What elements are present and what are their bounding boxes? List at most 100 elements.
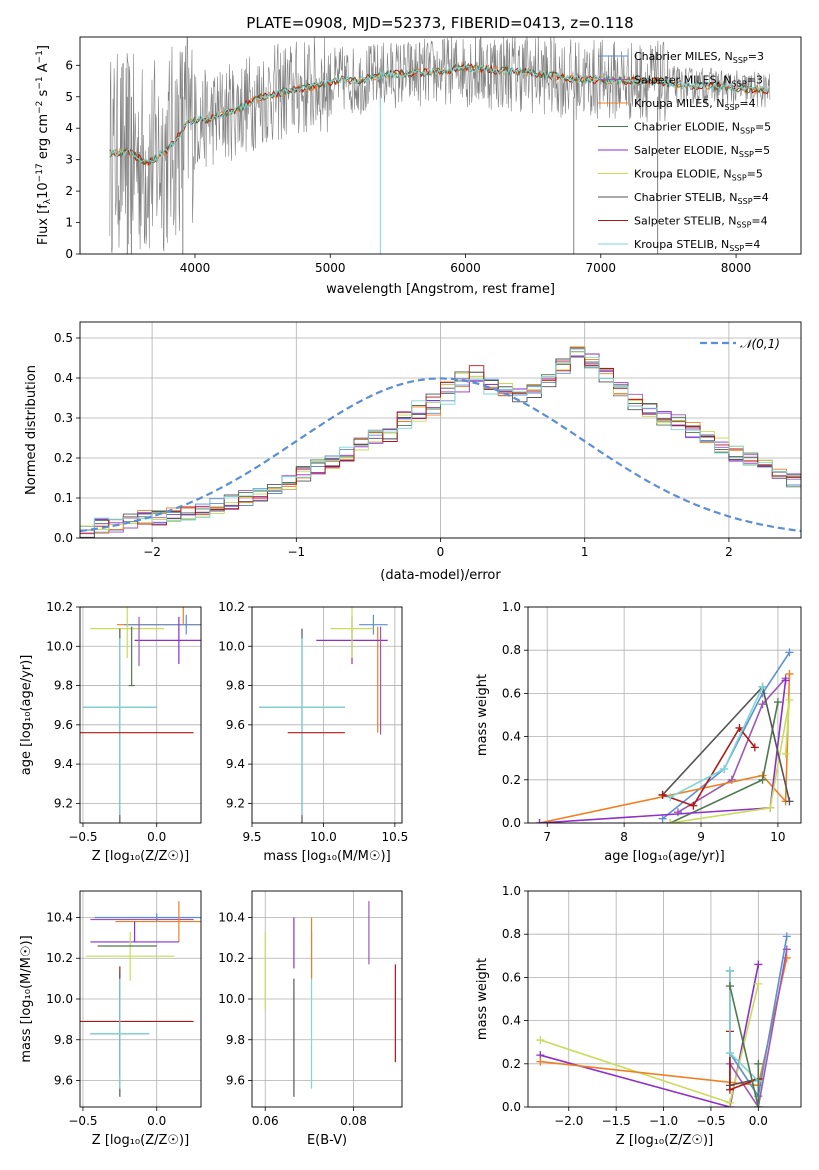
tick-label-y: 0.0 — [54, 531, 73, 545]
tick-label-y: 0.8 — [502, 927, 521, 941]
plot-area — [109, 37, 771, 254]
tick-label-x: 10 — [770, 830, 785, 844]
plot-area — [259, 607, 388, 823]
y-axis-label: mass [log₁₀(M/M☉)] — [19, 935, 34, 1062]
legend-sub: SSP — [736, 221, 751, 230]
weight-point-marker — [720, 765, 729, 773]
x-axis-label: Z [log₁₀(Z/Z☉)] — [92, 849, 189, 864]
tick-label-y: 10.0 — [218, 992, 245, 1006]
axes-frame — [251, 606, 403, 824]
y-axis-label: Flux [fλ​10−17​ erg cm−2​ s−1​ A−1​] — [35, 45, 53, 245]
gaussian-curve — [80, 377, 801, 533]
y-axis-label: age [log₁₀(age/yr)] — [19, 655, 34, 776]
tick-label-x: 0.0 — [749, 1114, 768, 1128]
legend-label: Salpeter STELIB, NSSP=4 — [634, 215, 768, 230]
tick-label-y: 0.4 — [502, 730, 521, 744]
x-axis-label: (data-model)/error — [380, 568, 501, 583]
weight-point-marker — [785, 669, 794, 678]
weight-point-marker — [782, 953, 791, 962]
tick-label-y: 6 — [65, 58, 73, 72]
weight-point-marker — [785, 797, 794, 806]
panel-mass-ebv: 0.06 0.08 9.6 9.8 10.0 10.2 10.4 E(B-V) — [218, 890, 403, 1148]
legend-n: =3 — [747, 74, 763, 87]
legend-n: =3 — [748, 50, 764, 63]
tick-label-y: 9.8 — [226, 1033, 245, 1047]
tick-label-y: 9.2 — [226, 796, 245, 810]
y-axis-label-part: erg cm — [36, 114, 51, 163]
weight-point-marker — [725, 982, 734, 991]
plot-area — [536, 932, 791, 1107]
tick-label-y: 9.6 — [54, 1074, 73, 1088]
tick-label-x: −0.5 — [68, 830, 97, 844]
tick-label-y: 0.4 — [502, 1014, 521, 1028]
weight-point-marker — [754, 979, 763, 988]
weight-point-marker — [754, 960, 763, 969]
tick-label-x: −2 — [143, 545, 161, 559]
legend-name: Kroupa MILES, N — [634, 97, 724, 110]
tick-label-y: 5 — [65, 90, 73, 104]
legend-n: =4 — [739, 97, 755, 110]
legend-label: Chabrier MILES, NSSP=3 — [634, 50, 764, 65]
weight-point-marker — [735, 723, 744, 732]
weight-point-marker — [758, 682, 767, 691]
tick-label-x: 8000 — [721, 261, 752, 275]
tick-label-x: −1 — [287, 545, 305, 559]
tick-label-x: 0.08 — [340, 1114, 367, 1128]
tick-label-x: 0.06 — [252, 1114, 279, 1128]
tick-label-y: 9.4 — [226, 757, 245, 771]
tick-label-x: 2 — [725, 545, 733, 559]
legend-name: Salpeter MILES, N — [634, 74, 732, 87]
tick-label-x: 0 — [437, 545, 445, 559]
tick-label-x: −1.0 — [649, 1114, 678, 1128]
weight-point-marker — [754, 1059, 763, 1068]
tick-label-y: 1 — [65, 216, 73, 230]
legend-sub: SSP — [740, 127, 755, 136]
tick-label-y: 0.6 — [502, 686, 521, 700]
weight-series-line — [669, 686, 764, 798]
tick-label-x: 9.5 — [242, 830, 261, 844]
tick-label-y: 0.0 — [502, 1100, 521, 1114]
axes-frame — [527, 606, 802, 824]
legend-sub: SSP — [732, 174, 747, 183]
y-axis-label: Normed distribution — [24, 365, 39, 495]
legend-n: =5 — [754, 144, 770, 157]
weight-point-marker — [535, 819, 544, 823]
x-axis-label: Z [log₁₀(Z/Z☉)] — [92, 1133, 189, 1148]
tick-label-y: 10.0 — [218, 639, 245, 653]
weight-point-marker — [536, 1057, 545, 1066]
weight-point-marker — [673, 808, 682, 817]
weight-point-marker — [785, 648, 794, 657]
tick-label-x: −0.5 — [68, 1114, 97, 1128]
legend-label: Salpeter ELODIE, NSSP=5 — [634, 144, 770, 159]
legend-sub: SSP — [739, 150, 754, 159]
tick-label-y: 9.6 — [226, 1074, 245, 1088]
weight-point-marker — [766, 803, 775, 812]
tick-label-x: 5000 — [315, 261, 346, 275]
x-axis-label: wavelength [Angstrom, rest frame] — [326, 282, 555, 297]
axes-frame — [79, 36, 802, 255]
histogram-step-line — [80, 348, 801, 531]
axes-frame — [79, 321, 802, 539]
tick-label-y: 0.0 — [502, 816, 521, 830]
weight-point-marker — [666, 793, 675, 802]
panel-age-mass: 9.5 10.0 10.5 9.2 9.4 9.6 9.8 10.0 10.2 mass [log… — [218, 600, 408, 864]
panel-weight-age: 7 8 9 10 0.0 0.2 0.4 0.6 0.8 1.0 age [log₁₀(age/yr… — [475, 600, 802, 864]
weight-series-line — [540, 964, 760, 1107]
tick-label-x: 0.0 — [147, 1114, 166, 1128]
weight-point-marker — [758, 700, 767, 709]
weight-series-line — [662, 726, 756, 807]
weight-point-marker — [782, 932, 791, 941]
tick-label-y: 10.0 — [46, 992, 73, 1006]
y-axis-label: mass weight — [475, 958, 490, 1040]
tick-label-x: 0.0 — [147, 830, 166, 844]
y-axis-label-part: λ — [43, 198, 53, 204]
legend-label: Kroupa STELIB, NSSP=4 — [634, 238, 760, 253]
weight-point-marker — [666, 819, 675, 823]
x-axis-label: age [log₁₀(age/yr)] — [604, 849, 725, 864]
weight-series-line — [662, 651, 791, 820]
legend-sub: SSP — [729, 244, 744, 253]
plot-area — [535, 648, 794, 823]
tick-label-y: 1.0 — [502, 600, 521, 614]
y-axis-label-part: ] — [36, 45, 51, 50]
